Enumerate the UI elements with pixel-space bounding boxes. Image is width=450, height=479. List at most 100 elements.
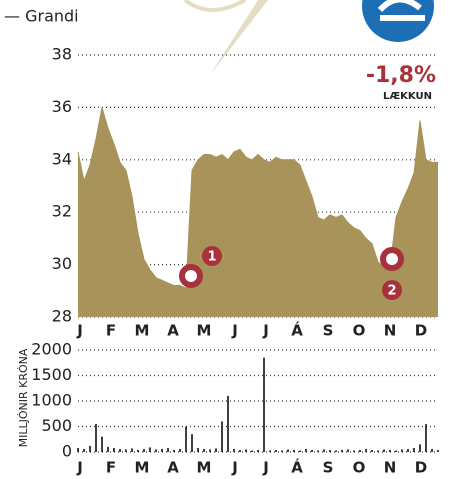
bar (119, 449, 121, 452)
bar (245, 449, 247, 452)
bar (83, 449, 85, 452)
y-tick-label: 1000 (31, 391, 72, 410)
bar (365, 449, 367, 452)
x-tick-label: M (135, 322, 150, 340)
bar (197, 448, 199, 452)
bar (377, 450, 379, 452)
change-label: -1,8% (366, 63, 436, 88)
bar (89, 446, 91, 452)
x-tick-label: J (262, 459, 269, 477)
y-tick-label: 34 (52, 149, 72, 168)
x-tick-label: N (384, 459, 397, 477)
bar (401, 449, 403, 452)
x-tick-label: M (135, 459, 150, 477)
y-tick-label: 38 (52, 45, 72, 64)
x-tick-label: J (231, 459, 238, 477)
y-tick-label: 1500 (31, 365, 72, 384)
bar (317, 450, 319, 452)
bar (77, 448, 79, 452)
y-tick-label: 32 (52, 202, 72, 221)
bar (305, 449, 307, 452)
bar (335, 450, 337, 452)
x-tick-label: J (231, 322, 238, 340)
x-tick-label: F (106, 459, 116, 477)
bar (125, 449, 127, 452)
x-tick-label: M (197, 459, 212, 477)
bar (419, 444, 421, 452)
x-tick-label: F (106, 322, 116, 340)
y-tick-label: 30 (52, 254, 72, 273)
bar (263, 358, 265, 452)
x-tick-label: O (353, 459, 366, 477)
bar (413, 448, 415, 452)
bar (137, 450, 139, 452)
x-tick-label: O (353, 322, 366, 340)
x-tick-label: D (415, 459, 427, 477)
marker-label: 2 (387, 284, 396, 299)
bar (425, 424, 427, 452)
bar (107, 447, 109, 452)
x-tick-label: N (384, 322, 397, 340)
bar (275, 450, 277, 452)
bar (149, 447, 151, 452)
x-tick-label: Á (291, 321, 303, 340)
x-tick-label: J (76, 322, 83, 340)
bar (113, 448, 115, 452)
x-tick-label: A (167, 459, 179, 477)
bar (203, 449, 205, 452)
x-tick-label: D (415, 322, 427, 340)
bar (173, 450, 175, 452)
bar (389, 450, 391, 452)
x-tick-label: J (76, 459, 83, 477)
y-axis-label: MILLJÓNIR KRÓNA (17, 348, 30, 447)
bar (185, 427, 187, 453)
x-tick-label: S (323, 459, 334, 477)
bar (383, 449, 385, 452)
bar (395, 450, 397, 452)
marker-ring (383, 250, 401, 268)
marker-ring (182, 267, 200, 285)
bar (155, 449, 157, 452)
bar (143, 449, 145, 452)
x-tick-label: M (197, 322, 212, 340)
x-tick-label: Á (291, 458, 303, 477)
bar (329, 450, 331, 452)
decoration (185, 0, 245, 10)
bar (269, 450, 271, 452)
bar (167, 448, 169, 452)
bar (299, 450, 301, 452)
bar (179, 449, 181, 452)
bar (323, 449, 325, 452)
y-tick-label: 500 (41, 416, 72, 435)
bar (311, 450, 313, 452)
x-tick-label: J (262, 322, 269, 340)
bar (209, 449, 211, 452)
bar (347, 449, 349, 452)
change-caption: LÆKKUN (383, 91, 432, 102)
bar (287, 449, 289, 452)
x-tick-label: S (323, 322, 334, 340)
title: — Grandi (4, 7, 79, 26)
bar (227, 396, 229, 452)
bar (431, 449, 433, 452)
bar (101, 437, 103, 452)
bar (239, 450, 241, 452)
bar (215, 448, 217, 452)
x-tick-label: A (167, 322, 179, 340)
bar (131, 448, 133, 452)
bar (359, 450, 361, 452)
bar (341, 450, 343, 452)
bar (191, 434, 193, 452)
bar (251, 450, 253, 452)
bar (257, 450, 259, 452)
bar (281, 450, 283, 452)
y-tick-label: 28 (52, 307, 72, 326)
bar (221, 421, 223, 452)
bar (161, 449, 163, 452)
bar (437, 450, 439, 452)
bar (371, 450, 373, 452)
bar (293, 450, 295, 452)
chart: — Grandi -1,8% LÆKKUN MILLJÓNIR KRÓNA 28… (0, 0, 450, 479)
bar (233, 449, 235, 452)
y-tick-label: 2000 (31, 340, 72, 359)
